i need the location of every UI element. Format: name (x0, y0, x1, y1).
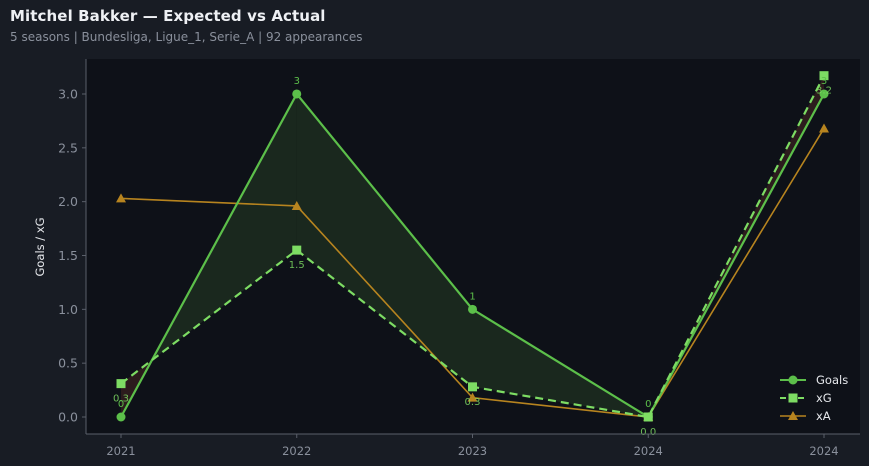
y-tick-label: 3.0 (58, 86, 78, 101)
goals-value-label: 3 (294, 76, 300, 87)
y-tick-label: 1.0 (58, 302, 78, 317)
xa-marker (291, 200, 302, 210)
circle-marker-icon (788, 375, 798, 385)
x-axis-ticks: 2021 2022 2023 2024 2024 (106, 434, 839, 458)
x-tick-label: 2021 (106, 444, 135, 458)
triangle-marker-icon (788, 411, 798, 420)
legend-item-xa: xA (780, 409, 831, 423)
legend-label-goals: Goals (816, 373, 848, 387)
x-tick-label: 2024 (809, 444, 838, 458)
xg-value-label: 0.0 (640, 427, 656, 438)
xg-value-label: 0.3 (113, 394, 129, 405)
goals-value-label: 0 (118, 399, 124, 410)
legend-item-xg: xG (780, 391, 832, 405)
legend-label-xg: xG (816, 391, 832, 405)
x-tick-label: 2024 (634, 444, 663, 458)
xg-marker (643, 412, 653, 422)
xa-marker (467, 392, 478, 402)
goals-value-label: 1 (469, 291, 475, 302)
y-tick-label: 2.5 (58, 140, 78, 155)
square-marker-icon (788, 393, 798, 403)
xa-marker (819, 123, 829, 133)
legend-label-xa: xA (816, 409, 831, 423)
legend: Goals xG xA (780, 373, 848, 423)
goals-marker (819, 89, 829, 99)
xg-value-label: 0.3 (465, 397, 481, 408)
goals-value-label: 0 (645, 399, 651, 410)
xg-value-label: 3.2 (816, 86, 832, 97)
y-axis-ticks: 0.0 0.5 1.0 1.5 2.0 2.5 3.0 (58, 86, 86, 425)
y-tick-label: 0.0 (58, 410, 78, 425)
x-tick-label: 2023 (458, 444, 487, 458)
y-tick-label: 0.5 (58, 356, 78, 371)
xg-value-label: 1.5 (289, 260, 305, 271)
y-tick-label: 2.0 (58, 194, 78, 209)
legend-item-goals: Goals (780, 373, 848, 387)
point-labels: 0 3 1 0 3 0.3 1.5 0.3 0.0 3.2 (113, 76, 832, 438)
xg-marker (292, 245, 302, 255)
xg-marker (468, 382, 477, 392)
y-tick-label: 1.5 (58, 248, 78, 263)
xg-marker (819, 71, 829, 81)
x-tick-label: 2022 (282, 444, 311, 458)
goals-value-label: 3 (821, 76, 827, 87)
y-axis-label: Goals / xG (33, 217, 47, 276)
xg-marker (116, 379, 126, 389)
chart-subtitle: 5 seasons | Bundesliga, Ligue_1, Serie_A… (10, 30, 363, 44)
goals-marker (116, 412, 126, 422)
goals-marker (468, 304, 477, 314)
series-markers (116, 71, 829, 422)
chart-title: Mitchel Bakker — Expected vs Actual (10, 7, 326, 25)
goals-marker (292, 89, 302, 99)
xa-marker (116, 193, 126, 203)
